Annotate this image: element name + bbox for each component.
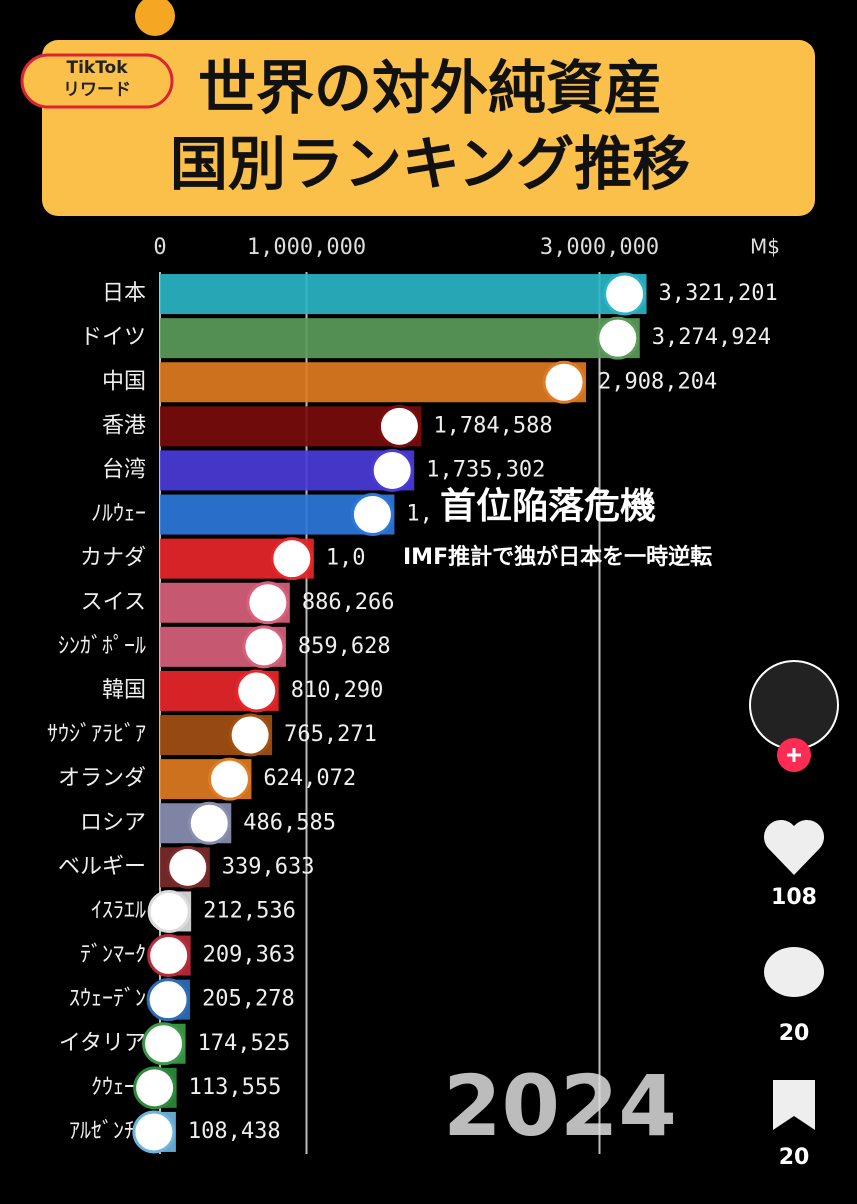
bar	[160, 274, 647, 315]
y-tick-label: ｲｽﾗｴﾙ	[91, 898, 146, 923]
y-tick-label: 韓国	[102, 678, 146, 703]
y-tick-label: 台湾	[102, 457, 146, 482]
flag-icon	[246, 581, 290, 625]
value-label: 339,633	[222, 854, 315, 879]
flag-icon	[132, 1110, 176, 1154]
flag-icon	[142, 1022, 186, 1066]
value-label: 3,274,924	[652, 325, 771, 350]
bar	[160, 406, 422, 447]
value-label: 3,321,201	[659, 281, 778, 306]
value-label: 1,	[406, 502, 433, 527]
y-tick-label: スイス	[81, 590, 146, 615]
flag-icon	[270, 537, 314, 581]
avatar[interactable]	[749, 660, 839, 750]
value-label: 859,628	[298, 634, 391, 659]
value-label: 486,585	[243, 810, 336, 835]
flag-icon	[147, 934, 191, 978]
value-label: 765,271	[284, 722, 377, 747]
flag-icon	[377, 404, 421, 448]
badge-text: TikTok	[66, 58, 128, 78]
flag-icon	[542, 360, 586, 404]
value-label: 886,266	[302, 590, 395, 615]
flag-icon	[146, 978, 190, 1022]
comment-count: 20	[779, 1021, 810, 1046]
title-box	[42, 40, 815, 216]
title-line: 国別ランキング推移	[170, 130, 690, 198]
save-count: 20	[779, 1145, 810, 1170]
value-label: 1,735,302	[426, 457, 545, 482]
comment-button[interactable]	[764, 947, 824, 997]
y-tick-label: カナダ	[80, 546, 146, 571]
x-tick-label: 1,000,000	[247, 235, 366, 260]
value-label: 108,438	[188, 1119, 281, 1144]
annotation-headline: 首位陥落危機	[440, 486, 656, 527]
y-tick-label: ｽｳｪｰﾃﾞﾝ	[69, 987, 146, 1012]
flag-icon	[603, 272, 647, 316]
y-tick-label: 香港	[102, 413, 146, 438]
value-label: 810,290	[291, 678, 384, 703]
reward-badge[interactable]	[20, 53, 174, 109]
value-label: 1,784,588	[433, 413, 552, 438]
y-tick-label: オランダ	[58, 766, 146, 791]
value-label: 212,536	[203, 898, 296, 923]
flag-icon	[235, 669, 279, 713]
y-tick-label: ﾃﾞﾝﾏｰｸ	[80, 943, 146, 968]
y-tick-label: 日本	[102, 281, 146, 306]
coin-icon	[135, 0, 175, 36]
y-tick-label: ベルギー	[58, 854, 146, 879]
flag-icon	[147, 889, 191, 933]
value-label: 1,0	[326, 546, 366, 571]
x-tick-label: 3,000,000	[540, 235, 659, 260]
y-tick-label: イタリア	[59, 1031, 146, 1056]
flag-icon	[370, 448, 414, 492]
flag-icon	[187, 801, 231, 845]
axis-unit: M$	[750, 235, 780, 259]
flag-icon	[166, 845, 210, 889]
like-button[interactable]	[763, 819, 825, 875]
y-tick-label: ｻｳｼﾞｱﾗﾋﾞｱ	[47, 722, 146, 747]
y-tick-label: ｼﾝｶﾞﾎﾟｰﾙ	[58, 634, 146, 659]
value-label: 2,908,204	[598, 369, 717, 394]
flag-icon	[242, 625, 286, 669]
like-count: 108	[771, 885, 817, 910]
save-button[interactable]	[773, 1080, 815, 1130]
value-label: 113,555	[189, 1075, 282, 1100]
plus-icon	[787, 748, 801, 762]
flag-icon	[596, 316, 640, 360]
value-label: 209,363	[203, 943, 296, 968]
y-tick-label: ロシア	[80, 810, 146, 835]
title-line: 世界の対外純資産	[198, 54, 662, 122]
flag-icon	[207, 757, 251, 801]
y-tick-label: ﾉﾙｳｪｰ	[91, 502, 146, 527]
y-tick-label: 中国	[102, 369, 146, 394]
flag-icon	[350, 493, 394, 537]
x-tick-label: 0	[153, 235, 166, 260]
value-label: 174,525	[198, 1031, 291, 1056]
value-label: 205,278	[202, 987, 295, 1012]
annotation-text: IMF推計で独が日本を一時逆転	[403, 544, 712, 570]
value-label: 624,072	[263, 766, 356, 791]
flag-icon	[133, 1066, 177, 1110]
bar	[160, 362, 587, 403]
year-label: 2024	[443, 1057, 677, 1155]
bar	[160, 318, 640, 359]
badge-text: リワード	[63, 80, 131, 100]
flag-icon	[228, 713, 272, 757]
y-tick-label: ドイツ	[80, 325, 146, 350]
